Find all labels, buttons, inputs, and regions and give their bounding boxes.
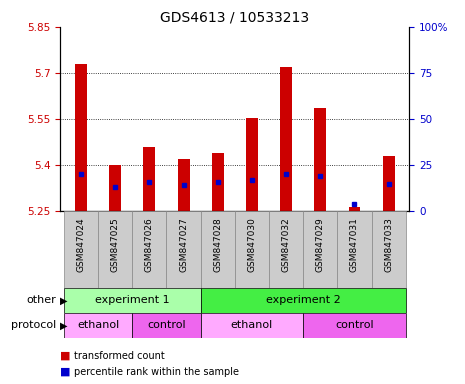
Text: GSM847029: GSM847029 <box>316 217 325 272</box>
Bar <box>372 211 406 288</box>
Bar <box>75 64 87 211</box>
Bar <box>178 159 190 211</box>
Text: GSM847025: GSM847025 <box>111 217 120 272</box>
Text: ■: ■ <box>60 351 71 361</box>
Text: percentile rank within the sample: percentile rank within the sample <box>74 366 239 377</box>
Text: control: control <box>335 320 374 331</box>
Bar <box>64 211 98 288</box>
Text: experiment 2: experiment 2 <box>266 295 340 306</box>
Bar <box>212 153 224 211</box>
Bar <box>314 108 326 211</box>
Text: GSM847030: GSM847030 <box>247 217 256 272</box>
Bar <box>143 147 155 211</box>
Bar <box>269 211 303 288</box>
Bar <box>64 288 200 313</box>
Text: experiment 1: experiment 1 <box>95 295 170 306</box>
Bar <box>132 313 200 338</box>
Bar <box>338 211 372 288</box>
Text: ethanol: ethanol <box>77 320 119 331</box>
Bar <box>280 67 292 211</box>
Text: protocol: protocol <box>11 320 56 331</box>
Title: GDS4613 / 10533213: GDS4613 / 10533213 <box>160 10 309 24</box>
Text: GSM847032: GSM847032 <box>282 217 291 272</box>
Text: ▶: ▶ <box>60 295 67 306</box>
Text: ethanol: ethanol <box>231 320 273 331</box>
Bar <box>200 211 235 288</box>
Text: other: other <box>26 295 56 306</box>
Bar <box>109 165 121 211</box>
Text: ■: ■ <box>60 366 71 377</box>
Bar <box>303 313 406 338</box>
Bar <box>98 211 132 288</box>
Bar <box>348 207 360 211</box>
Text: GSM847024: GSM847024 <box>76 217 86 272</box>
Bar <box>166 211 200 288</box>
Bar <box>235 211 269 288</box>
Text: GSM847031: GSM847031 <box>350 217 359 272</box>
Bar <box>246 118 258 211</box>
Text: GSM847033: GSM847033 <box>384 217 393 272</box>
Text: transformed count: transformed count <box>74 351 165 361</box>
Bar <box>383 156 395 211</box>
Bar <box>303 211 338 288</box>
Text: control: control <box>147 320 186 331</box>
Bar <box>64 313 132 338</box>
Bar <box>200 313 303 338</box>
Text: GSM847028: GSM847028 <box>213 217 222 272</box>
Bar <box>200 288 406 313</box>
Bar <box>132 211 166 288</box>
Text: GSM847027: GSM847027 <box>179 217 188 272</box>
Text: ▶: ▶ <box>60 320 67 331</box>
Text: GSM847026: GSM847026 <box>145 217 154 272</box>
